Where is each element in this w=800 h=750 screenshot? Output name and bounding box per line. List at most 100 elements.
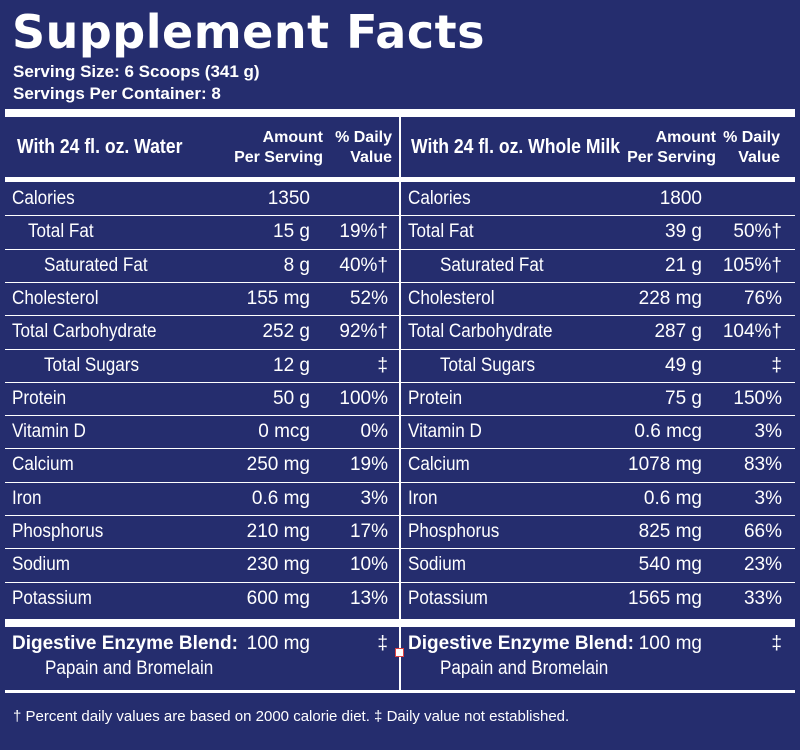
marker-icon — [395, 648, 404, 657]
right-row-amount: 49 g — [665, 355, 702, 376]
row-separator — [5, 315, 795, 316]
footnote: † Percent daily values are based on 2000… — [13, 708, 570, 725]
left-blend-dv: ‡ — [377, 633, 388, 654]
right-row-name: Calcium — [408, 454, 470, 475]
left-row-amount: 0 mcg — [258, 421, 310, 442]
right-row-name: Sodium — [408, 554, 466, 575]
right-row-name: Saturated Fat — [440, 255, 544, 276]
left-row-dv: 13% — [349, 588, 388, 609]
left-row-dv: 10% — [349, 554, 388, 575]
left-row-amount: 8 g — [283, 255, 310, 276]
right-blend-amount: 100 mg — [638, 633, 702, 654]
left-row-dv: 17% — [349, 521, 388, 542]
left-row-name: Protein — [12, 388, 67, 409]
left-dv-header-line1: % Daily — [335, 129, 392, 146]
right-row-dv: 150% — [733, 388, 782, 409]
right-row-amount: 1078 mg — [628, 454, 702, 475]
right-row-dv: 50%† — [733, 221, 782, 242]
left-row-amount: 250 mg — [246, 454, 310, 475]
right-row-name: Protein — [408, 388, 463, 409]
left-dv-header-line2: Value — [350, 149, 392, 166]
right-row-name: Total Sugars — [440, 355, 536, 376]
left-row-amount: 1350 — [267, 188, 310, 209]
left-row-amount: 0.6 mg — [251, 488, 310, 509]
left-row-amount: 155 mg — [246, 288, 310, 309]
row-separator — [5, 349, 795, 350]
left-row-name: Cholesterol — [12, 288, 99, 309]
right-row-name: Phosphorus — [408, 521, 500, 542]
servings-per-container: Servings Per Container: 8 — [13, 84, 221, 103]
left-row-amount: 252 g — [262, 321, 310, 342]
left-amount-header: Amount Per Serving — [230, 128, 323, 168]
right-row-amount: 1565 mg — [628, 588, 702, 609]
left-row-amount: 15 g — [273, 221, 310, 242]
right-row-name: Calories — [408, 188, 471, 209]
left-amount-header-line2: Per Serving — [234, 149, 323, 166]
left-row-amount: 230 mg — [246, 554, 310, 575]
left-row-name: Calcium — [12, 454, 74, 475]
left-row-dv: 3% — [360, 488, 388, 509]
right-amount-header-line2: Per Serving — [627, 149, 716, 166]
right-amount-header-line1: Amount — [655, 129, 716, 146]
left-amount-header-line1: Amount — [262, 129, 323, 146]
blend-bottom-rule — [5, 690, 795, 693]
right-row-amount: 228 mg — [638, 288, 702, 309]
left-row-amount: 210 mg — [246, 521, 310, 542]
left-row-amount: 600 mg — [246, 588, 310, 609]
row-separator — [5, 548, 795, 549]
right-row-dv: 105%† — [722, 255, 782, 276]
left-row-amount: 12 g — [273, 355, 310, 376]
panel-title: Supplement Facts — [12, 5, 485, 59]
row-separator — [5, 415, 795, 416]
right-row-dv: 66% — [743, 521, 782, 542]
left-blend-name: Digestive Enzyme Blend: — [12, 633, 238, 654]
left-row-name: Phosphorus — [12, 521, 104, 542]
right-blend-sub: Papain and Bromelain — [440, 658, 609, 679]
right-row-amount: 0.6 mg — [643, 488, 702, 509]
right-row-name: Cholesterol — [408, 288, 495, 309]
right-dv-header-line2: Value — [738, 149, 780, 166]
row-separator — [5, 515, 795, 516]
left-blend-sub: Papain and Bromelain — [45, 658, 214, 679]
right-row-dv: 104%† — [722, 321, 782, 342]
left-row-name: Total Fat — [28, 221, 94, 242]
left-row-name: Calories — [12, 188, 75, 209]
right-blend-dv: ‡ — [771, 633, 782, 654]
right-row-amount: 39 g — [665, 221, 702, 242]
right-row-dv: 3% — [754, 421, 782, 442]
left-row-name: Saturated Fat — [44, 255, 148, 276]
left-row-dv: 92%† — [339, 321, 388, 342]
left-dv-header: % Daily Value — [330, 128, 392, 168]
right-row-dv: 76% — [743, 288, 782, 309]
row-separator — [5, 448, 795, 449]
left-column-header: With 24 fl. oz. Water — [17, 136, 183, 158]
right-row-name: Iron — [408, 488, 438, 509]
right-row-amount: 287 g — [654, 321, 702, 342]
row-separator — [5, 282, 795, 283]
left-row-name: Total Carbohydrate — [12, 321, 157, 342]
left-row-name: Vitamin D — [12, 421, 86, 442]
right-amount-header: Amount Per Serving — [622, 128, 716, 168]
row-separator — [5, 582, 795, 583]
right-row-name: Potassium — [408, 588, 488, 609]
right-row-amount: 825 mg — [638, 521, 702, 542]
left-row-name: Total Sugars — [44, 355, 140, 376]
left-blend-amount: 100 mg — [246, 633, 310, 654]
left-row-name: Potassium — [12, 588, 92, 609]
row-separator — [5, 382, 795, 383]
right-row-amount: 1800 — [659, 188, 702, 209]
left-row-dv: 52% — [349, 288, 388, 309]
left-row-dv: 100% — [339, 388, 388, 409]
right-row-amount: 75 g — [665, 388, 702, 409]
left-row-dv: ‡ — [377, 355, 388, 376]
right-row-name: Total Fat — [408, 221, 474, 242]
left-row-amount: 50 g — [273, 388, 310, 409]
serving-size: Serving Size: 6 Scoops (341 g) — [13, 62, 260, 81]
right-column-header: With 24 fl. oz. Whole Milk — [411, 136, 621, 158]
left-row-name: Iron — [12, 488, 42, 509]
right-row-amount: 540 mg — [638, 554, 702, 575]
right-row-name: Vitamin D — [408, 421, 482, 442]
left-row-name: Sodium — [12, 554, 70, 575]
right-row-dv: 3% — [754, 488, 782, 509]
row-separator — [5, 215, 795, 216]
